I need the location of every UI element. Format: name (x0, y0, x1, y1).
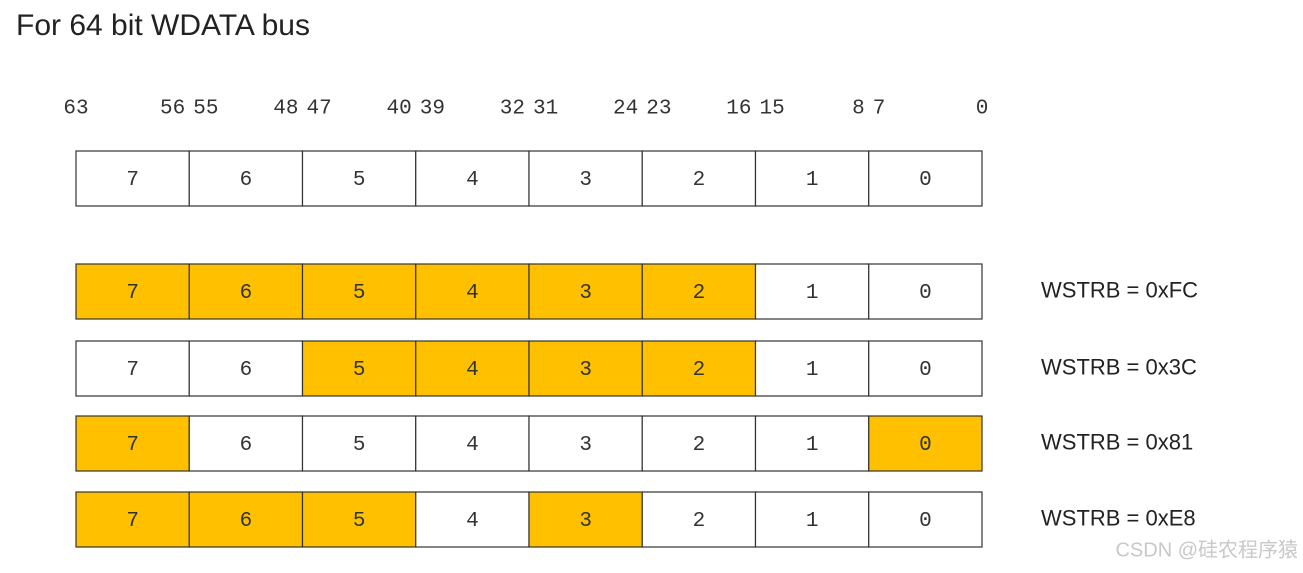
byte-label: 5 (353, 359, 366, 382)
byte-label: 1 (806, 434, 819, 457)
byte-label: 3 (579, 359, 592, 382)
bit-label: 16 (726, 98, 751, 121)
bit-label: 7 (873, 98, 886, 121)
byte-cell (188, 340, 304, 397)
byte-label: 1 (806, 169, 819, 192)
byte-label: 2 (693, 510, 706, 533)
byte-cell (415, 340, 530, 397)
title: For 64 bit WDATA bus (16, 9, 310, 42)
byte-label: 7 (126, 434, 139, 457)
byte-cell (528, 491, 643, 548)
byte-cell (754, 150, 870, 207)
byte-label: 0 (919, 169, 932, 192)
byte-label: 0 (919, 510, 932, 533)
bit-label: 23 (646, 98, 671, 121)
byte-label: 4 (466, 359, 479, 382)
bit-label: 32 (500, 98, 525, 121)
byte-cell (188, 263, 304, 320)
byte-cell (75, 263, 190, 320)
byte-cell (528, 415, 643, 472)
byte-cell (868, 263, 983, 320)
byte-label: 7 (126, 169, 139, 192)
byte-label: 4 (466, 434, 479, 457)
watermark: CSDN @硅农程序猿 (1115, 538, 1298, 561)
byte-label: 5 (353, 169, 366, 192)
byte-cell (868, 340, 983, 397)
byte-cell (301, 415, 417, 472)
byte-label: 6 (240, 510, 253, 533)
bit-label: 47 (307, 98, 332, 121)
byte-label: 2 (693, 434, 706, 457)
byte-label: 7 (126, 282, 139, 305)
byte-cell (415, 491, 530, 548)
byte-label: 1 (806, 282, 819, 305)
byte-label: 4 (466, 510, 479, 533)
byte-cell (301, 491, 417, 548)
byte-label: 3 (579, 510, 592, 533)
byte-label: 4 (466, 282, 479, 305)
byte-label: 3 (579, 169, 592, 192)
byte-cell (868, 150, 983, 207)
bit-label: 0 (976, 98, 989, 121)
byte-cell (75, 340, 190, 397)
byte-cell (641, 263, 757, 320)
wstrb-label: WSTRB = 0x3C (1041, 354, 1197, 379)
wstrb-label: WSTRB = 0xE8 (1041, 505, 1196, 530)
byte-label: 6 (240, 434, 253, 457)
bit-label: 24 (613, 98, 638, 121)
byte-label: 7 (126, 510, 139, 533)
byte-label: 7 (126, 359, 139, 382)
byte-label: 1 (806, 359, 819, 382)
bit-label: 56 (160, 98, 185, 121)
byte-cell (415, 263, 530, 320)
wstrb-label: WSTRB = 0x81 (1041, 429, 1193, 454)
byte-label: 3 (579, 282, 592, 305)
byte-label: 2 (693, 169, 706, 192)
byte-label: 5 (353, 510, 366, 533)
bit-label: 40 (387, 98, 412, 121)
bit-label: 39 (420, 98, 445, 121)
byte-cell (754, 415, 870, 472)
byte-label: 6 (240, 359, 253, 382)
byte-label: 3 (579, 434, 592, 457)
byte-label: 6 (240, 169, 253, 192)
byte-cell (415, 415, 530, 472)
byte-cell (75, 150, 190, 207)
byte-cell (868, 415, 983, 472)
bit-label: 8 (852, 98, 865, 121)
byte-cell (641, 150, 757, 207)
byte-cell (301, 150, 417, 207)
byte-cell (528, 263, 643, 320)
byte-cell (754, 491, 870, 548)
byte-label: 5 (353, 434, 366, 457)
byte-label: 5 (353, 282, 366, 305)
byte-cell (75, 415, 190, 472)
byte-label: 4 (466, 169, 479, 192)
wstrb-label: WSTRB = 0xFC (1041, 277, 1198, 302)
byte-label: 0 (919, 359, 932, 382)
byte-cell (528, 340, 643, 397)
byte-cell (754, 340, 870, 397)
byte-label: 1 (806, 510, 819, 533)
byte-cell (301, 340, 417, 397)
bit-label: 63 (63, 98, 88, 121)
byte-label: 2 (693, 359, 706, 382)
byte-label: 6 (240, 282, 253, 305)
byte-cell (188, 491, 304, 548)
byte-cell (528, 150, 643, 207)
bit-label: 31 (533, 98, 558, 121)
byte-label: 0 (919, 282, 932, 305)
bit-label: 48 (273, 98, 298, 121)
byte-cell (188, 150, 304, 207)
bit-label: 55 (193, 98, 218, 121)
byte-label: 2 (693, 282, 706, 305)
bit-label: 15 (760, 98, 785, 121)
byte-cell (868, 491, 983, 548)
byte-label: 0 (919, 434, 932, 457)
byte-cell (641, 340, 757, 397)
byte-cell (641, 491, 757, 548)
